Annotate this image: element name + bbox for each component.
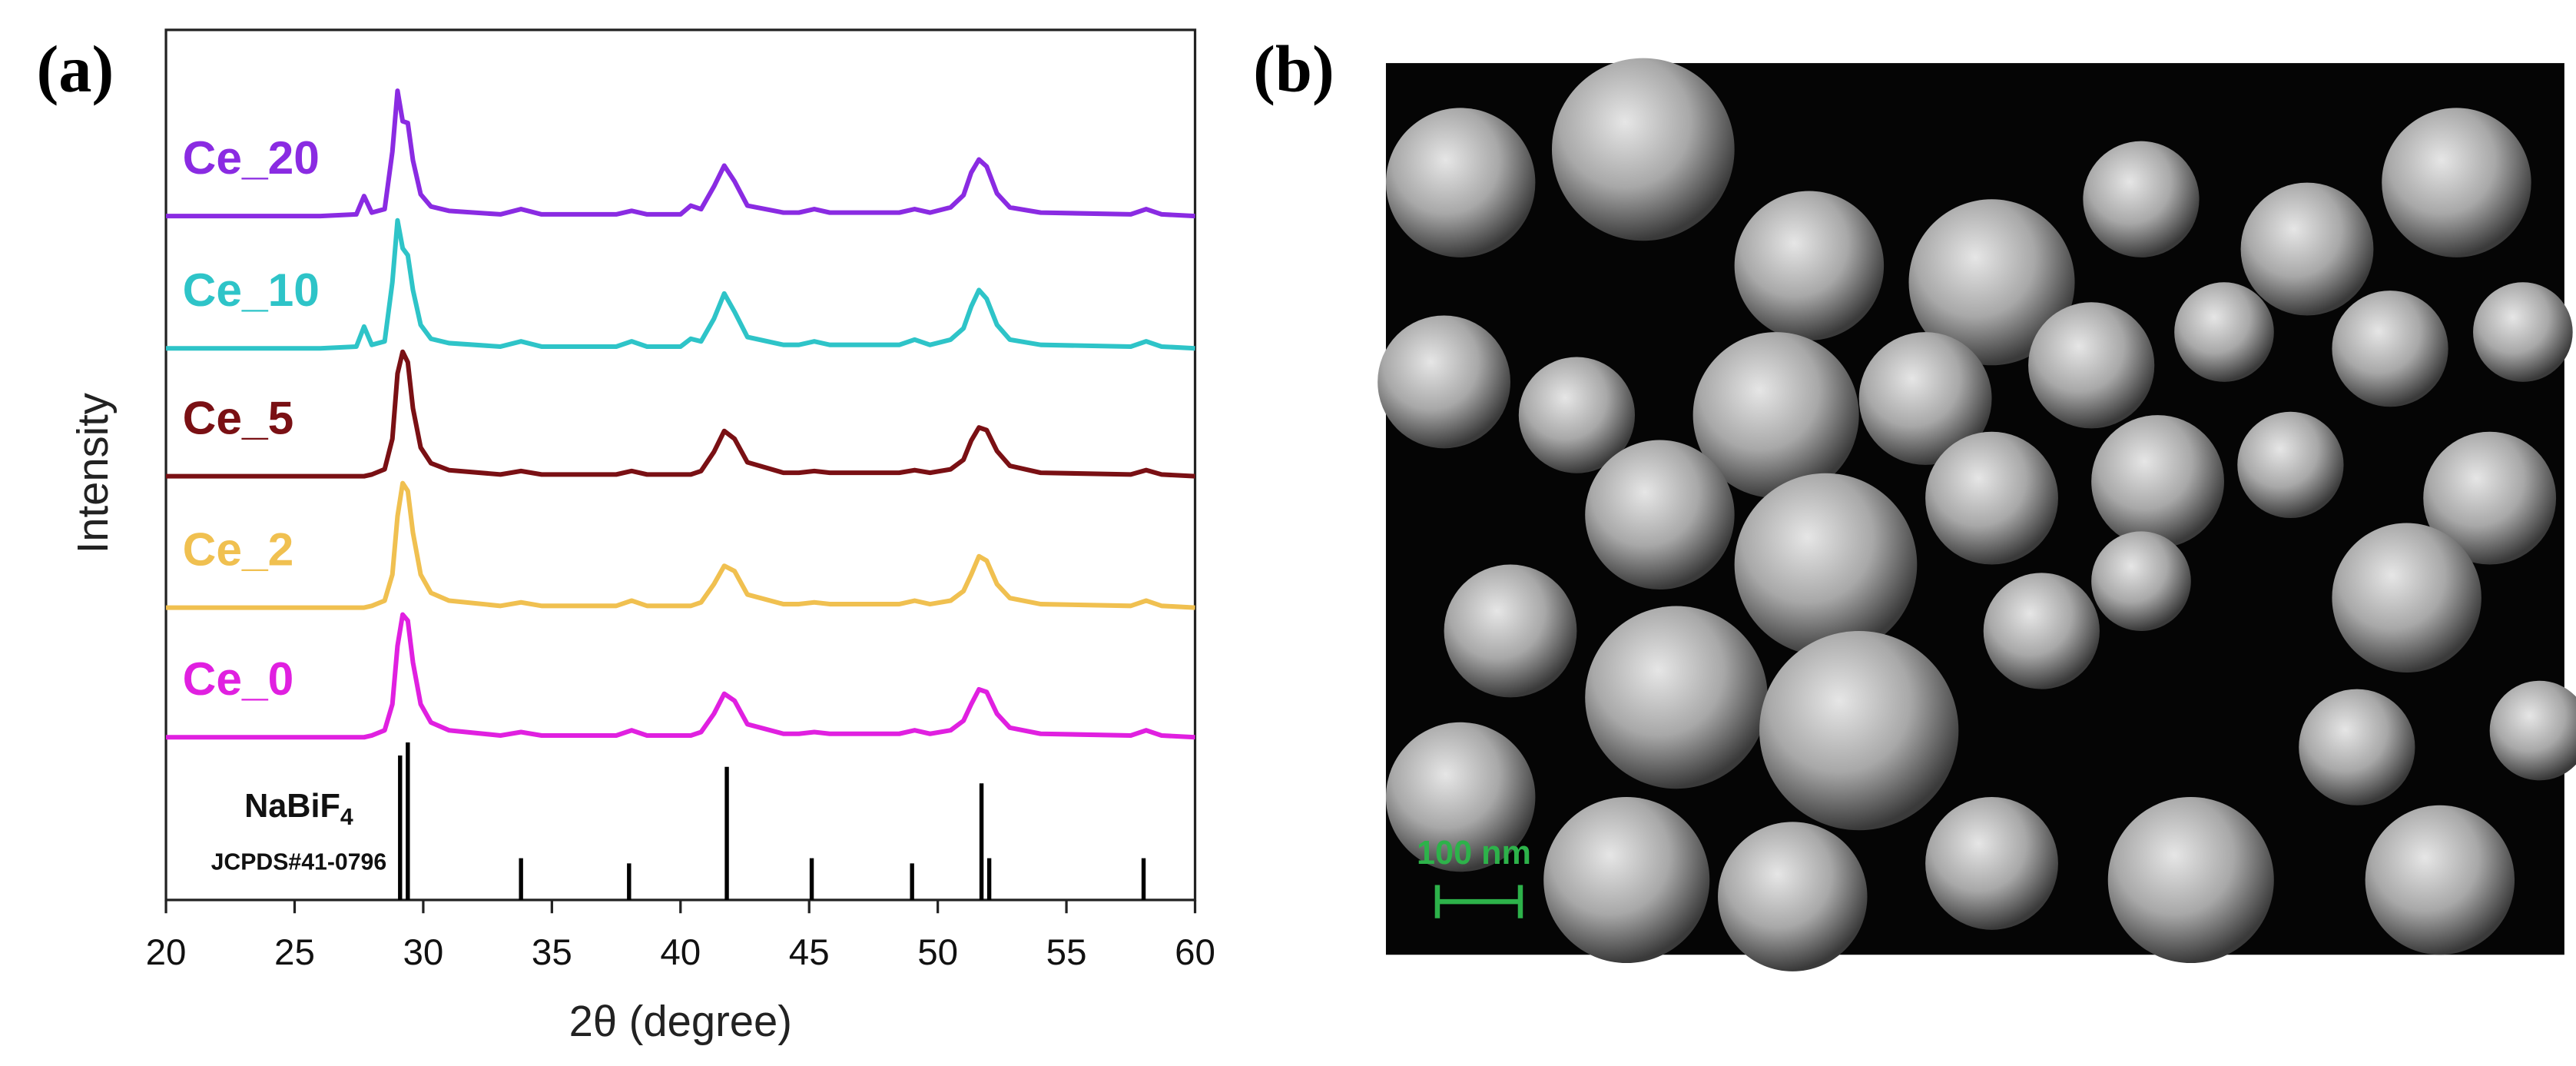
x-axis-label: 2θ (degree): [569, 997, 792, 1045]
x-tick-label: 35: [532, 932, 572, 973]
series-label: Ce_5: [183, 391, 294, 443]
xrd-line: [166, 612, 1195, 740]
series-label: Ce_20: [183, 131, 320, 184]
reference-label: NaBiF4: [244, 789, 353, 831]
series-label: Ce_0: [183, 653, 294, 705]
xrd-line: [166, 480, 1195, 610]
reference-card: JCPDS#41-0796: [211, 849, 387, 875]
x-tick-label: 25: [274, 932, 315, 973]
panel-label: (b): [1253, 32, 1334, 106]
plot-frame: [164, 28, 1197, 902]
x-tick-label: 40: [660, 932, 701, 973]
xrd-line: [166, 218, 1195, 351]
x-tick-label: 30: [403, 932, 443, 973]
reference-subscript: 4: [340, 805, 353, 830]
reference-name: NaBiF: [244, 789, 340, 825]
xrd-line: [166, 349, 1195, 479]
panel-label: (a): [37, 32, 114, 106]
series-label: Ce_10: [183, 264, 320, 316]
xrd-line: [166, 88, 1195, 219]
scale-bar-label: 100 nm: [1417, 835, 1531, 872]
x-tick-label: 50: [917, 932, 958, 973]
x-tick-label: 20: [146, 932, 187, 973]
x-tick-label: 45: [789, 932, 830, 973]
y-axis-label: Intensity: [68, 393, 117, 553]
x-tick-label: 60: [1175, 932, 1215, 973]
series-label: Ce_2: [183, 523, 294, 575]
sem-image: [1378, 58, 2576, 971]
x-tick-label: 55: [1046, 932, 1087, 973]
